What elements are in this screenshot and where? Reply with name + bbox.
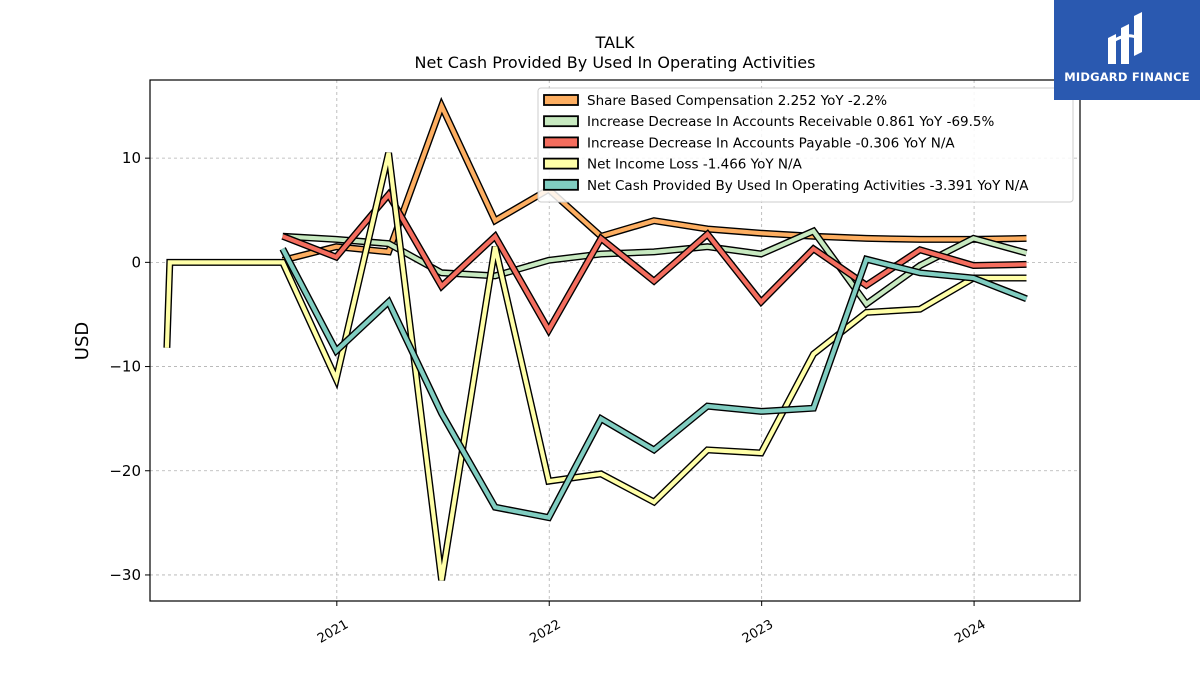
plot-frame [149, 79, 1081, 602]
series-2 [281, 188, 1027, 338]
logo-text: MIDGARD FINANCE [1064, 70, 1190, 84]
legend-swatch [543, 115, 579, 128]
x-tick-label: 2023 [740, 617, 776, 647]
legend-swatch [543, 157, 579, 170]
legend: Share Based Compensation 2.252 YoY -2.2%… [537, 87, 1074, 203]
y-tick-label: −30 [109, 566, 141, 584]
series-3 [163, 152, 1027, 581]
x-tick-label: 2024 [952, 617, 988, 647]
x-tick-label: 2022 [527, 617, 563, 647]
legend-swatch [543, 178, 579, 191]
legend-label: Net Cash Provided By Used In Operating A… [587, 178, 1029, 194]
legend-label: Increase Decrease In Accounts Receivable… [587, 114, 995, 130]
y-tick-label: 0 [131, 253, 141, 271]
legend-swatch [543, 136, 579, 149]
legend-label: Net Income Loss -1.466 YoY N/A [587, 157, 803, 173]
logo-mark-icon [1108, 12, 1142, 64]
series-4 [279, 247, 1028, 522]
chart-title: Net Cash Provided By Used In Operating A… [415, 53, 816, 72]
legend-box [537, 87, 1074, 203]
legend-label: Share Based Compensation 2.252 YoY -2.2% [587, 93, 887, 109]
series-outline [279, 247, 1028, 522]
x-tick-label: 2021 [315, 617, 351, 647]
y-tick-label: 10 [122, 149, 141, 167]
series-layer [163, 96, 1028, 581]
legend-swatch [543, 94, 579, 106]
series-line [164, 152, 1027, 581]
chart-ticker: TALK [595, 33, 635, 52]
y-tick-label: −20 [109, 462, 141, 480]
legend-label: Increase Decrease In Accounts Payable -0… [587, 135, 955, 151]
series-line [280, 247, 1028, 520]
y-tick-label: −10 [109, 358, 141, 376]
brand-logo: MIDGARD FINANCE [1054, 0, 1200, 100]
y-axis-label: USD [72, 322, 93, 360]
series-0 [281, 96, 1027, 264]
